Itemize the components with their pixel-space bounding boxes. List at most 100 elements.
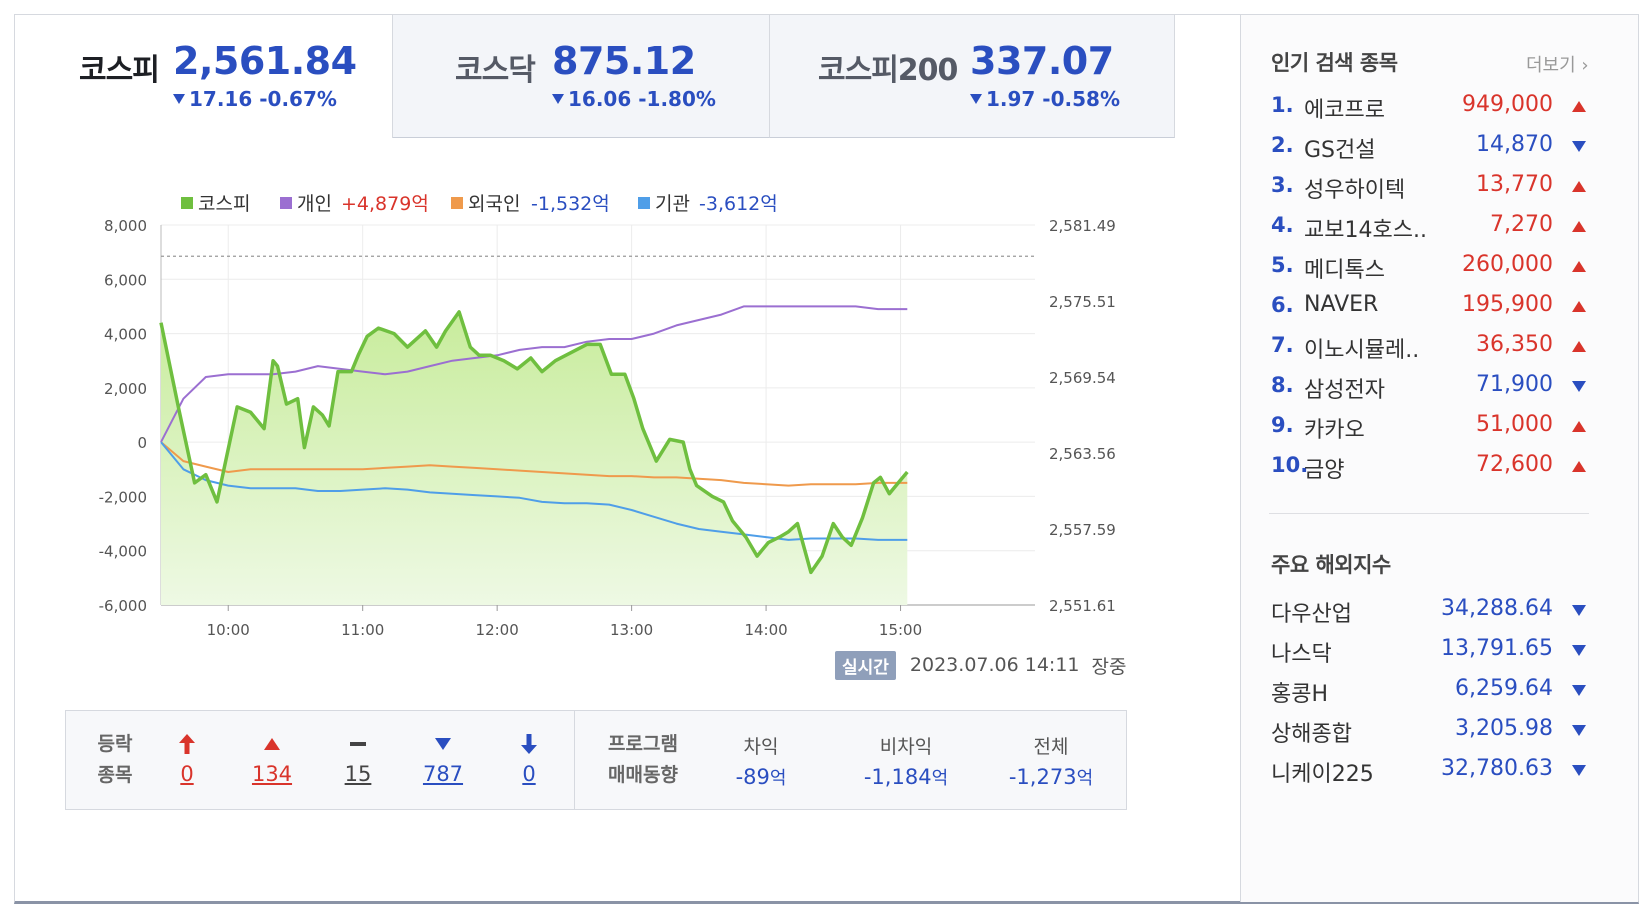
program-trading-label: 프로그램 매매동향 [608, 733, 678, 786]
tab-kospi200-change: 1.97 -0.58% [970, 87, 1120, 111]
overseas-item[interactable]: 니케이225 32,780.63 [1271, 751, 1591, 791]
x-tick-label: 13:00 [610, 621, 653, 639]
up-triangle-icon [1572, 301, 1586, 312]
y-left-tick-label: 8,000 [104, 217, 147, 235]
y-right-tick-label: 2,581.49 [1049, 217, 1116, 235]
tab-kosdaq[interactable]: 코스닥 875.12 16.06 -1.80% [393, 15, 770, 138]
overseas-item[interactable]: 상해종합 3,205.98 [1271, 711, 1591, 751]
tab-kospi[interactable]: 코스피 2,561.84 17.16 -0.67% [15, 15, 393, 138]
y-left-tick-label: 6,000 [104, 271, 147, 289]
index-value: 6,259.64 [1455, 676, 1553, 701]
popular-item[interactable]: 6. NAVER 195,900 [1271, 287, 1591, 327]
upper-limit-arrow-icon [179, 734, 195, 754]
down-triangle-icon [1572, 765, 1586, 776]
y-left-tick-label: 0 [137, 434, 147, 452]
x-tick-label: 10:00 [207, 621, 250, 639]
stock-price: 7,270 [1490, 212, 1553, 237]
stock-price: 72,600 [1476, 452, 1553, 477]
up-count[interactable]: 134 [242, 729, 302, 789]
up-triangle-icon [1572, 461, 1586, 472]
lower-limit-arrow-icon [521, 734, 537, 754]
stock-price: 13,770 [1476, 172, 1553, 197]
legend-label: 기관 [655, 193, 690, 215]
y-left-tick-label: 4,000 [104, 326, 147, 344]
x-tick-label: 15:00 [879, 621, 922, 639]
popular-item[interactable]: 10. 금양 72,600 [1271, 447, 1591, 487]
upper-limit-count[interactable]: 0 [157, 729, 217, 789]
down-triangle-icon [1572, 685, 1586, 696]
up-triangle-icon [1572, 221, 1586, 232]
side-panel: 인기 검색 종목 더보기 › 1. 에코프로 949,000 2. GS건설 14,870… [1240, 15, 1638, 902]
stock-name: GS건설 [1304, 138, 1376, 163]
tab-kospi-change: 17.16 -0.67% [173, 87, 337, 111]
legend-swatch [451, 197, 463, 209]
popular-item[interactable]: 3. 성우하이텍 13,770 [1271, 167, 1591, 207]
tab-kospi200[interactable]: 코스피200 337.07 1.97 -0.58% [770, 15, 1175, 138]
market-widget: 코스피 2,561.84 17.16 -0.67% 코스닥 875.12 16.… [14, 14, 1639, 904]
up-triangle-icon [1572, 101, 1586, 112]
popular-item[interactable]: 7. 이노시뮬레.. 36,350 [1271, 327, 1591, 367]
rank-number: 6. [1271, 293, 1294, 317]
index-value: 32,780.63 [1441, 756, 1553, 781]
stock-price: 195,900 [1462, 292, 1553, 317]
side-separator [1269, 513, 1589, 514]
y-right-tick-label: 2,569.54 [1049, 369, 1116, 387]
y-left-tick-label: -4,000 [99, 543, 147, 561]
down-triangle-icon [1572, 645, 1586, 656]
y-right-tick-label: 2,563.56 [1049, 445, 1116, 463]
index-tabs: 코스피 2,561.84 17.16 -0.67% 코스닥 875.12 16.… [15, 15, 1240, 138]
popular-item[interactable]: 4. 교보14호스.. 7,270 [1271, 207, 1591, 247]
overseas-item[interactable]: 나스닥 13,791.65 [1271, 631, 1591, 671]
popular-item[interactable]: 2. GS건설 14,870 [1271, 127, 1591, 167]
overseas-title: 주요 해외지수 [1271, 553, 1391, 577]
y-right-tick-label: 2,551.61 [1049, 597, 1116, 615]
stock-name: 삼성전자 [1304, 378, 1385, 403]
down-arrow-icon [173, 94, 185, 104]
up-triangle-icon [1572, 181, 1586, 192]
rank-number: 8. [1271, 373, 1294, 397]
kospi-intraday-chart: 8,000 6,000 4,000 2,000 0 -2,000 -4,000 -6,000 1… [99, 193, 1116, 639]
popular-item[interactable]: 5. 메디톡스 260,000 [1271, 247, 1591, 287]
overseas-item[interactable]: 다우산업 34,288.64 [1271, 591, 1591, 631]
program-total: 전체 -1,273억 [1008, 736, 1094, 789]
popular-item[interactable]: 8. 삼성전자 71,900 [1271, 367, 1591, 407]
popular-title: 인기 검색 종목 [1271, 51, 1398, 75]
legend-swatch [638, 197, 650, 209]
x-tick-label: 12:00 [476, 621, 519, 639]
up-triangle-icon [1572, 341, 1586, 352]
x-tick-label: 11:00 [341, 621, 384, 639]
legend-amount: -3,612억 [699, 193, 778, 215]
down-count[interactable]: 787 [413, 729, 473, 789]
lower-limit-count[interactable]: 0 [499, 729, 559, 789]
more-link[interactable]: 더보기 › [1526, 55, 1589, 76]
flat-count[interactable]: 15 [328, 729, 388, 789]
summary-divider [574, 711, 575, 809]
stock-price: 36,350 [1476, 332, 1553, 357]
series-line-individual [160, 305, 908, 443]
rank-number: 7. [1271, 333, 1294, 357]
down-arrow-icon [552, 94, 564, 104]
rank-number: 5. [1271, 253, 1294, 277]
main-panel: 코스피 2,561.84 17.16 -0.67% 코스닥 875.12 16.… [15, 15, 1240, 902]
tab-kospi-name: 코스피 [79, 53, 160, 88]
index-name: 상해종합 [1271, 722, 1352, 747]
tab-kosdaq-name: 코스닥 [455, 53, 536, 88]
chart-status: 실시간 2023.07.06 14:11 장중 [835, 650, 1126, 680]
tab-kospi200-name: 코스피200 [818, 53, 958, 88]
stock-name: 에코프로 [1304, 98, 1385, 123]
index-value: 34,288.64 [1441, 596, 1553, 621]
kospi-area [161, 311, 908, 605]
overseas-item[interactable]: 홍콩H 6,259.64 [1271, 671, 1591, 711]
popular-item[interactable]: 1. 에코프로 949,000 [1271, 87, 1591, 127]
index-name: 홍콩H [1271, 682, 1329, 707]
series-line-kospi [159, 310, 909, 575]
legend-swatch [280, 197, 292, 209]
index-name: 나스닥 [1271, 642, 1332, 667]
legend-label: 코스피 [198, 193, 250, 215]
down-arrow-icon [970, 94, 982, 104]
rank-number: 3. [1271, 173, 1294, 197]
series-line-foreign [160, 441, 908, 487]
index-name: 니케이225 [1271, 762, 1374, 787]
stock-name: 카카오 [1304, 418, 1365, 443]
popular-item[interactable]: 9. 카카오 51,000 [1271, 407, 1591, 447]
